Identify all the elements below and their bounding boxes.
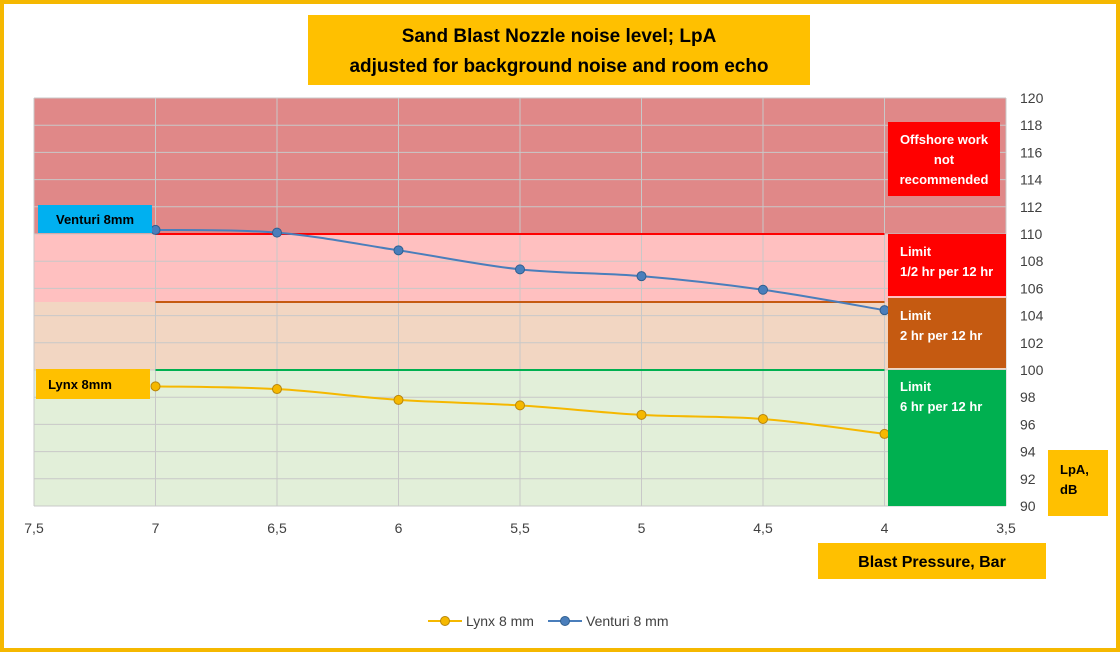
zone-box-offshore: Offshore work not recommended [888, 122, 1000, 196]
zone-box-two-hour: Limit 2 hr per 12 hr [888, 298, 1006, 368]
title-box: Sand Blast Nozzle noise level; LpA adjus… [308, 15, 810, 85]
x-tick-label: 4,5 [753, 520, 773, 536]
y-tick-label: 102 [1020, 335, 1044, 351]
y-tick-label: 94 [1020, 444, 1036, 460]
x-tick-label: 6 [395, 520, 403, 536]
venturi-label-text: Venturi 8mm [56, 212, 134, 227]
y-tick-label: 110 [1020, 226, 1043, 242]
zone-offshore-line2: not [934, 152, 955, 167]
y-tick-label: 112 [1020, 199, 1043, 215]
zone-six-hour-line2: 6 hr per 12 hr [900, 399, 982, 414]
y-tick-label: 104 [1020, 308, 1044, 324]
zone-box-half-hour: Limit 1/2 hr per 12 hr [888, 234, 1006, 296]
data-point-0-5 [758, 413, 768, 424]
data-point-1-6 [879, 305, 890, 316]
legend-item-lynx: Lynx 8 mm [428, 613, 534, 629]
legend-venturi-text: Venturi 8 mm [586, 613, 668, 629]
y-tick-label: 96 [1020, 416, 1036, 432]
y-tick-label: 98 [1020, 389, 1036, 405]
zone-two-hour-line1: Limit [900, 308, 932, 323]
y-axis-label-line1: LpA, [1060, 462, 1089, 477]
lynx-label-text: Lynx 8mm [48, 377, 112, 392]
y-tick-label: 108 [1020, 253, 1044, 269]
legend-lynx-text: Lynx 8 mm [466, 613, 534, 629]
x-axis-label: Blast Pressure, Bar [858, 554, 1006, 571]
x-tick-label: 7,5 [24, 520, 44, 536]
legend-item-venturi: Venturi 8 mm [548, 613, 668, 629]
zone-box-six-hour: Limit 6 hr per 12 hr [888, 370, 1006, 506]
data-point-0-1 [272, 384, 282, 395]
series [150, 224, 890, 439]
x-axis-label-box: Blast Pressure, Bar [818, 543, 1046, 579]
y-tick-label: 92 [1020, 471, 1036, 487]
y-tick-label: 114 [1020, 172, 1043, 188]
x-tick-label: 4 [881, 520, 889, 536]
y-tick-label: 118 [1020, 117, 1043, 133]
zone-offshore-line3: recommended [900, 172, 989, 187]
data-point-1-5 [758, 284, 768, 295]
y-tick-label: 106 [1020, 280, 1044, 296]
data-point-1-1 [272, 227, 282, 238]
y-tick-label: 100 [1020, 362, 1044, 378]
chart-title-line1: Sand Blast Nozzle noise level; LpA [402, 26, 717, 47]
data-point-0-6 [879, 428, 890, 439]
data-point-0-2 [393, 394, 404, 405]
x-tick-label: 3,5 [996, 520, 1016, 536]
venturi-label: Venturi 8mm [38, 205, 152, 233]
zone-two-hour-line2: 2 hr per 12 hr [900, 328, 982, 343]
x-tick-label: 5 [638, 520, 646, 536]
y-tick-label: 120 [1020, 90, 1044, 106]
x-tick-label: 7 [152, 520, 160, 536]
zone-six-hour-line1: Limit [900, 379, 932, 394]
y-tick-label: 116 [1020, 144, 1043, 160]
y-tick-labels: 90 92 94 96 98 100 102 104 106 108 110 112 114 116 118… [1020, 90, 1044, 514]
y-axis-label-box: LpA, dB [1048, 450, 1108, 516]
lynx-label: Lynx 8mm [36, 369, 150, 399]
data-point-0-4 [636, 409, 647, 420]
x-tick-labels: 7,5 7 6,5 6 5,5 5 4,5 4 3,5 [24, 520, 1016, 536]
data-point-1-2 [393, 245, 404, 256]
x-tick-label: 6,5 [267, 520, 287, 536]
data-point-1-3 [515, 264, 525, 275]
data-point-0-3 [515, 400, 525, 411]
data-point-1-0 [150, 224, 161, 235]
zone-half-hour-line2: 1/2 hr per 12 hr [900, 264, 993, 279]
y-axis-label-line2: dB [1060, 482, 1077, 497]
legend: Lynx 8 mm Venturi 8 mm [428, 613, 668, 629]
zone-half-hour-line1: Limit [900, 244, 932, 259]
chart-title-line2: adjusted for background noise and room e… [349, 56, 768, 77]
data-point-0-0 [150, 381, 161, 392]
y-tick-label: 90 [1020, 498, 1036, 514]
data-point-1-4 [636, 271, 647, 282]
x-tick-label: 5,5 [510, 520, 530, 536]
zone-offshore-line1: Offshore work [900, 132, 989, 147]
